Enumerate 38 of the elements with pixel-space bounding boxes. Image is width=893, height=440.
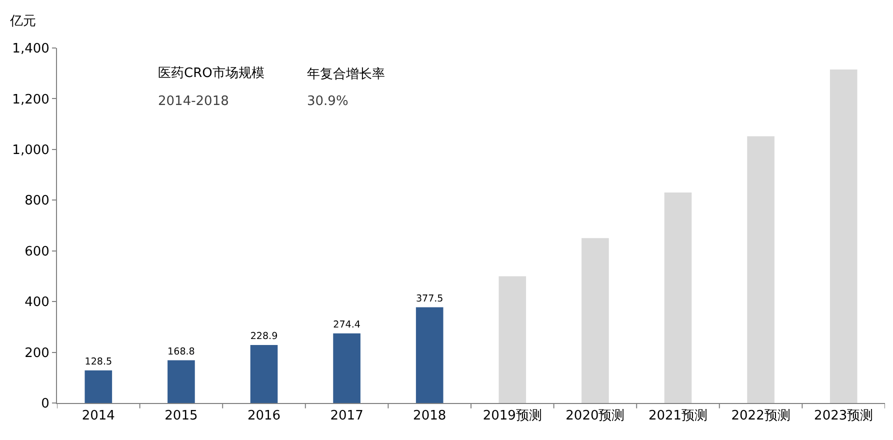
y-tick-label: 1,200 <box>12 92 50 108</box>
x-tick-label: 2015 <box>164 408 198 424</box>
bar <box>416 307 444 403</box>
data-label: 128.5 <box>84 356 112 368</box>
annotation: 2014-2018 <box>158 94 229 109</box>
x-tick-label: 2020预测 <box>566 408 625 424</box>
x-tick-label: 2014 <box>82 408 115 424</box>
annotation: 医药CRO市场规模 <box>158 66 264 81</box>
bar <box>664 192 692 403</box>
bar <box>830 70 858 403</box>
x-tick-label: 2022预测 <box>731 408 790 424</box>
y-tick-label: 1,400 <box>12 42 50 57</box>
data-label: 168.8 <box>168 346 195 358</box>
x-tick-label: 2021预测 <box>648 408 708 424</box>
bar <box>498 276 526 403</box>
y-tick-label: 600 <box>24 244 50 260</box>
x-tick-label: 2018 <box>413 408 446 424</box>
bar <box>747 136 774 403</box>
bar <box>84 370 112 403</box>
annotation: 年复合增长率 <box>307 66 385 82</box>
bar <box>582 238 609 403</box>
x-tick-label: 2016 <box>247 408 281 424</box>
y-tick-label: 0 <box>41 396 50 412</box>
x-tick-label: 2017 <box>330 408 364 424</box>
x-tick-label: 2023预测 <box>814 408 874 424</box>
y-tick-label: 400 <box>24 295 50 310</box>
bar <box>333 333 360 403</box>
data-label: 274.4 <box>333 319 360 330</box>
bar <box>250 344 278 403</box>
bar <box>168 360 195 403</box>
annotation: 30.9% <box>307 94 348 109</box>
y-tick-label: 1,000 <box>12 142 50 158</box>
x-tick-label: 2019预测 <box>482 408 542 424</box>
y-tick-label: 200 <box>24 346 50 361</box>
data-label: 228.9 <box>250 331 278 342</box>
data-label: 377.5 <box>416 293 444 304</box>
y-tick-label: 800 <box>24 194 50 209</box>
y-axis-title: 亿元 <box>9 14 36 29</box>
